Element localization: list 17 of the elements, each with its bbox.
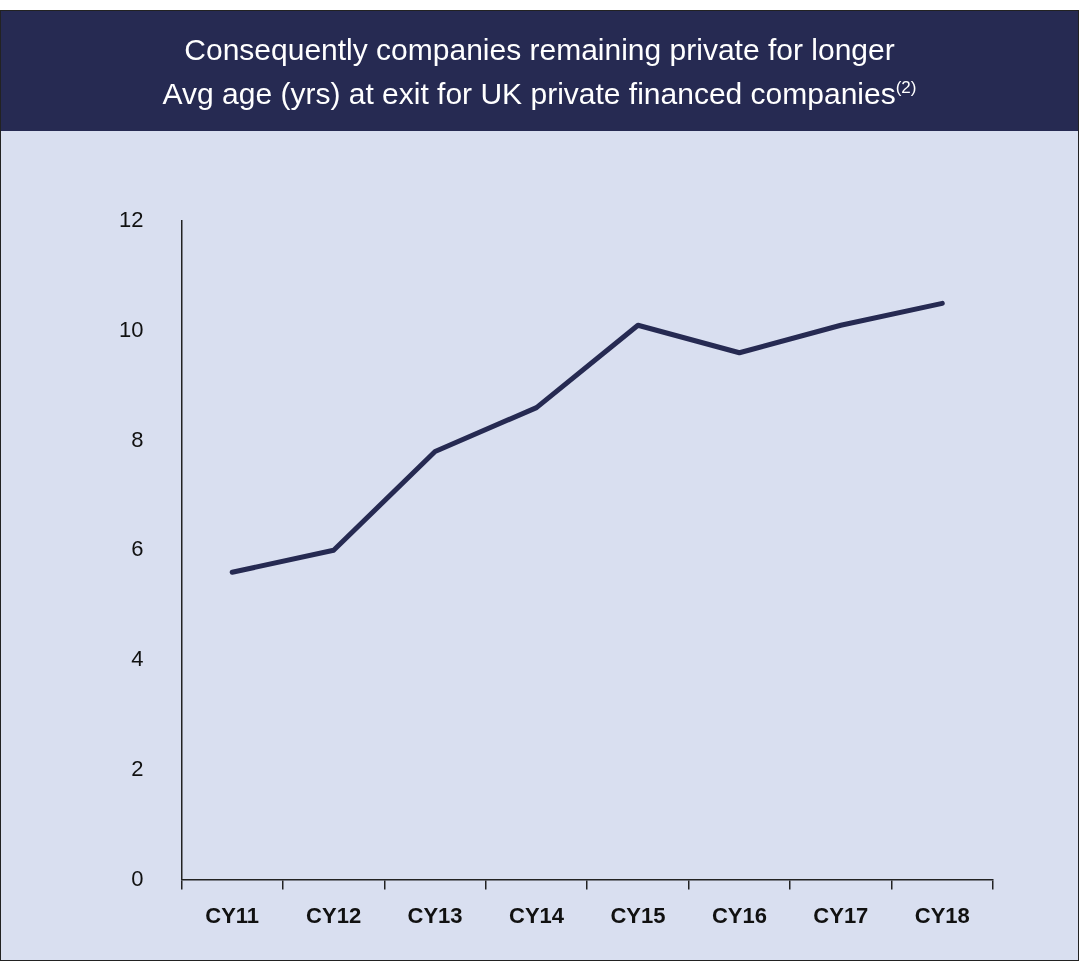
y-tick-label: 6	[131, 536, 144, 562]
chart-title: Consequently companies remaining private for longer	[183, 32, 896, 68]
y-tick-label: 2	[131, 755, 144, 781]
x-tick-label: CY18	[914, 902, 970, 928]
x-tick-label: CY13	[407, 902, 463, 928]
y-tick-label: 12	[118, 207, 144, 233]
x-tick-label: CY17	[813, 902, 869, 928]
x-tick-label: CY15	[610, 902, 666, 928]
y-tick-label: 0	[131, 865, 144, 891]
x-tick-label: CY16	[711, 902, 767, 928]
x-tick-label: CY11	[205, 902, 260, 928]
y-tick-label: 4	[131, 646, 144, 672]
y-tick-label: 8	[131, 426, 144, 452]
y-tick-label: 10	[118, 316, 144, 342]
x-tick-label: CY14	[508, 902, 565, 928]
chart-subtitle: Avg age (yrs) at exit for UK private financed companies$^{(2)}$	[161, 76, 918, 112]
x-tick-label: CY12	[306, 902, 362, 928]
